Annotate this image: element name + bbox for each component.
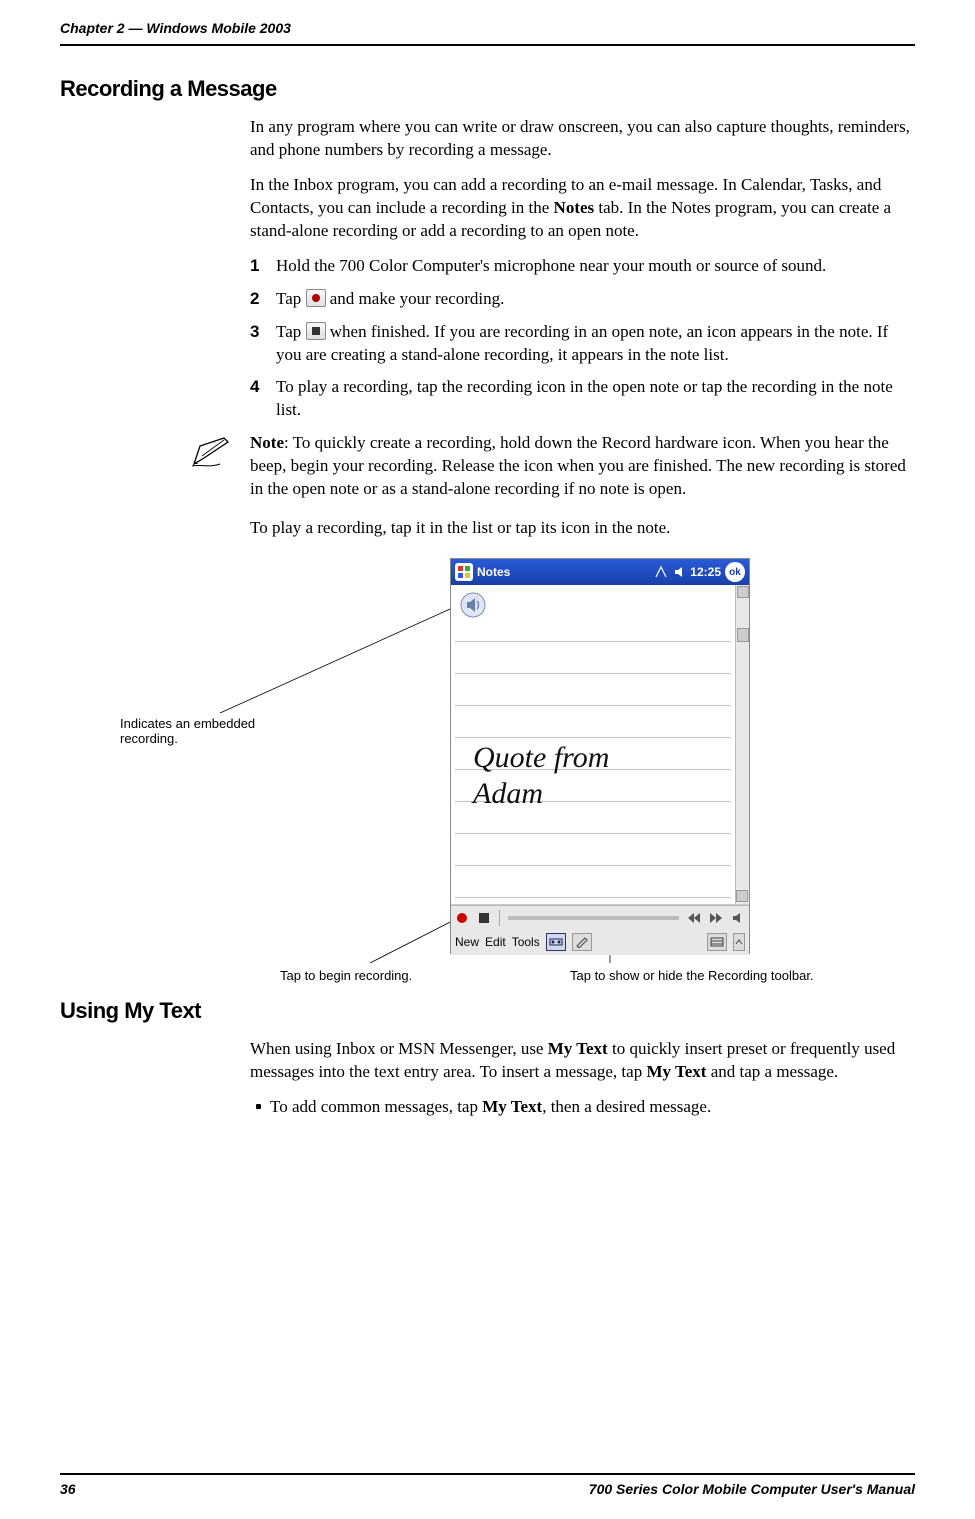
notes-app-screenshot: Notes 12:25 ok [450, 558, 750, 954]
page-number: 36 [60, 1481, 76, 1497]
chapter-label: Chapter 2 — Windows Mobile 2003 [60, 20, 291, 36]
record-icon [306, 289, 326, 307]
heading-recording: Recording a Message [60, 76, 915, 102]
titlebar: Notes 12:25 ok [451, 559, 749, 585]
step-4-text: To play a recording, tap the recording i… [276, 377, 893, 419]
step-num-2: 2 [250, 288, 259, 311]
page-footer: 36 700 Series Color Mobile Computer User… [60, 1473, 915, 1497]
menu-tools[interactable]: Tools [512, 935, 540, 949]
body-after-note: To play a recording, tap it in the list … [250, 517, 915, 540]
recording-toolbar-toggle-icon[interactable] [546, 933, 566, 951]
step-3-pre: Tap [276, 322, 306, 341]
toolbar-forward-icon[interactable] [709, 911, 723, 925]
note-canvas[interactable]: Quote from Adam [451, 585, 749, 905]
heading-mytext: Using My Text [60, 998, 915, 1024]
menu-edit[interactable]: Edit [485, 935, 506, 949]
steps-list: 1 Hold the 700 Color Computer's micropho… [250, 255, 915, 423]
step-3: 3 Tap when finished. If you are recordin… [250, 321, 915, 367]
mytext-bullets: To add common messages, tap My Text, the… [250, 1096, 915, 1119]
note-text: Note: To quickly create a recording, hol… [250, 432, 915, 501]
sip-chevron-up-icon[interactable] [733, 933, 745, 951]
callout-begin-rec: Tap to begin recording. [280, 968, 412, 983]
bullet-pre: To add common messages, tap [270, 1097, 482, 1116]
recording-embedded-icon[interactable] [459, 591, 487, 619]
para-2: In the Inbox program, you can add a reco… [250, 174, 915, 243]
step-num-3: 3 [250, 321, 259, 344]
start-flag-icon[interactable] [455, 563, 473, 581]
toolbar-stop-icon[interactable] [477, 911, 491, 925]
header-rule [60, 44, 915, 46]
menu-bar: New Edit Tools [451, 929, 749, 955]
p2-bold: Notes [554, 198, 595, 217]
step-2: 2 Tap and make your recording. [250, 288, 915, 311]
manual-title: 700 Series Color Mobile Computer User's … [589, 1481, 915, 1497]
bullet-b: My Text [482, 1097, 542, 1116]
note-label: Note [250, 433, 284, 452]
step-num-4: 4 [250, 376, 259, 399]
ok-button[interactable]: ok [725, 562, 745, 582]
mytext-p1: When using Inbox or MSN Messenger, use M… [250, 1038, 915, 1084]
mytext-p1-pre: When using Inbox or MSN Messenger, use [250, 1039, 548, 1058]
scroll-thumb[interactable] [737, 628, 749, 642]
progress-track[interactable] [508, 916, 679, 920]
body-recording: In any program where you can write or dr… [250, 116, 915, 422]
step-1-text: Hold the 700 Color Computer's microphone… [276, 256, 826, 275]
scroll-down-icon[interactable] [736, 890, 748, 902]
mytext-p1-b2: My Text [646, 1062, 706, 1081]
step-3-post: when finished. If you are recording in a… [276, 322, 888, 364]
step-1: 1 Hold the 700 Color Computer's micropho… [250, 255, 915, 278]
pencil-note-icon [190, 434, 234, 475]
step-2-post: and make your recording. [330, 289, 505, 308]
toolbar-sep [499, 910, 500, 926]
step-4: 4 To play a recording, tap the recording… [250, 376, 915, 422]
recording-toolbar [451, 905, 749, 929]
pen-input-icon[interactable] [572, 933, 592, 951]
mytext-p1-b1: My Text [548, 1039, 608, 1058]
stop-icon [306, 322, 326, 340]
running-header: Chapter 2 — Windows Mobile 2003 [60, 20, 915, 36]
handwriting-line2: Adam [473, 777, 543, 811]
toolbar-speaker-icon[interactable] [731, 911, 745, 925]
menu-new[interactable]: New [455, 935, 479, 949]
figure-area: Indicates an embedded recording. Tap to … [120, 558, 915, 998]
toolbar-rewind-icon[interactable] [687, 911, 701, 925]
scrollbar[interactable] [735, 585, 749, 904]
connectivity-icon[interactable] [653, 564, 669, 580]
mytext-bullet-1: To add common messages, tap My Text, the… [250, 1096, 915, 1119]
toolbar-record-icon[interactable] [455, 911, 469, 925]
mytext-p1-post: and tap a message. [706, 1062, 838, 1081]
body-mytext: When using Inbox or MSN Messenger, use M… [250, 1038, 915, 1119]
handwriting-line1: Quote from [473, 741, 609, 775]
titlebar-time: 12:25 [690, 565, 721, 579]
note-block: Note: To quickly create a recording, hol… [190, 432, 915, 501]
para-1: In any program where you can write or dr… [250, 116, 915, 162]
callout-toolbar: Tap to show or hide the Recording toolba… [570, 968, 814, 983]
step-2-pre: Tap [276, 289, 306, 308]
titlebar-app: Notes [477, 565, 510, 579]
callout-embedded: Indicates an embedded recording. [120, 716, 300, 746]
note-body: : To quickly create a recording, hold do… [250, 433, 906, 498]
para-3: To play a recording, tap it in the list … [250, 517, 915, 540]
bullet-post: , then a desired message. [542, 1097, 711, 1116]
step-num-1: 1 [250, 255, 259, 278]
volume-icon[interactable] [672, 564, 688, 580]
sip-keyboard-icon[interactable] [707, 933, 727, 951]
scroll-up-icon[interactable] [737, 586, 749, 598]
